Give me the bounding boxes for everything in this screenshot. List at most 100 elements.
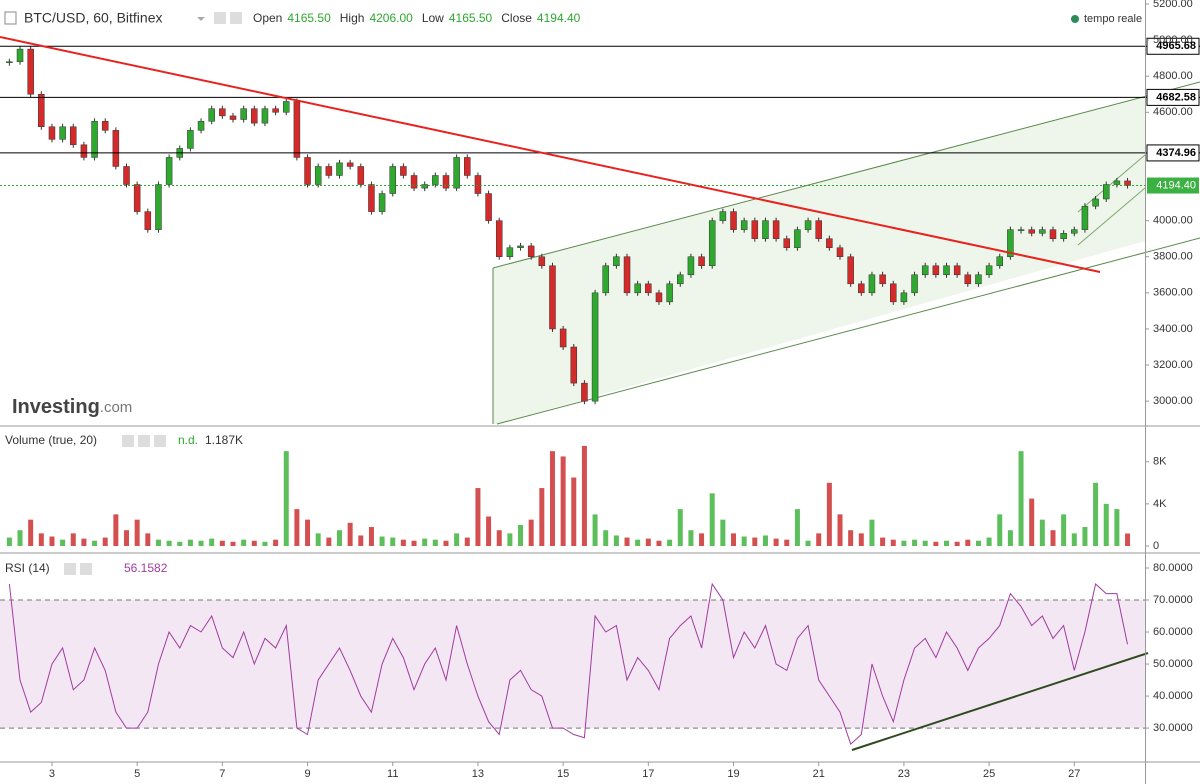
icon[interactable]	[64, 563, 76, 575]
volume-bar	[400, 539, 406, 546]
volume-bar	[230, 541, 236, 546]
y-tick-label: 5200.00	[1153, 0, 1193, 10]
volume-bar	[848, 530, 854, 546]
candle-body	[421, 184, 428, 189]
volume-bar	[6, 537, 12, 546]
volume-bar	[709, 493, 715, 546]
field-label: Close	[501, 11, 532, 25]
volume-bar	[954, 541, 960, 546]
candle-body	[730, 211, 737, 230]
rsi-pane	[0, 582, 1145, 745]
volume-title: Volume (true, 20)	[5, 433, 97, 447]
candle-body	[442, 175, 450, 189]
candle-body	[48, 126, 56, 140]
candle-body	[1102, 184, 1110, 200]
level-label: 4965.68	[1156, 40, 1196, 52]
y-tick-label: 4600.00	[1153, 106, 1193, 118]
candle-body	[70, 126, 77, 146]
candle-body	[815, 220, 822, 239]
volume-bar	[603, 530, 609, 546]
volume-bar	[358, 535, 364, 546]
candle-body	[410, 175, 418, 189]
candle-body	[123, 166, 130, 185]
y-tick-label: 8K	[1153, 456, 1167, 468]
candle-body	[1060, 233, 1067, 239]
volume-bar	[581, 445, 587, 546]
candle-body	[1124, 180, 1131, 186]
y-tick-label: 0	[1153, 540, 1159, 552]
candle-body	[336, 162, 343, 176]
candle-body	[1007, 229, 1014, 257]
volume-bar	[145, 533, 151, 546]
status: tempo reale	[1084, 13, 1142, 25]
icon[interactable]	[122, 435, 134, 447]
collapse-icon[interactable]	[4, 11, 17, 25]
icon[interactable]	[154, 435, 166, 447]
volume-bar	[326, 537, 332, 546]
price-pane	[0, 45, 1200, 405]
candle-body	[1039, 229, 1046, 234]
volume-bar	[997, 514, 1003, 546]
dropdown[interactable]	[197, 17, 205, 21]
volume-bar	[688, 530, 694, 546]
volume-last: 1.187K	[205, 433, 243, 447]
volume-bar	[1007, 530, 1013, 546]
field-label: Open	[253, 11, 282, 25]
icon[interactable]	[230, 12, 242, 24]
candle-body	[655, 292, 663, 303]
volume-status: n.d.	[178, 433, 198, 447]
x-tick-label: 11	[387, 768, 398, 780]
candle-body	[1017, 229, 1025, 231]
volume-bar	[1082, 527, 1088, 546]
y-tick-label: 80.0000	[1153, 562, 1193, 574]
candle-body	[1081, 205, 1089, 230]
candle-body	[208, 108, 215, 122]
candle-body	[357, 166, 365, 185]
candle-body	[740, 220, 748, 230]
icon[interactable]	[138, 435, 150, 447]
volume-bar	[432, 539, 438, 546]
volume-bar	[943, 540, 949, 546]
volume-bar	[720, 519, 726, 546]
candle-body	[368, 184, 375, 212]
y-tick-label: 40.0000	[1153, 690, 1193, 702]
candle-body	[985, 265, 993, 276]
candle-body	[1049, 229, 1057, 239]
candle-body	[708, 220, 716, 267]
volume-bar	[475, 488, 481, 546]
volume-bar	[826, 482, 832, 546]
candle-body	[847, 256, 854, 285]
volume-bar	[411, 540, 417, 546]
y-tick-label: 3400.00	[1153, 323, 1193, 335]
candle-body	[165, 157, 173, 185]
volume-bar	[507, 533, 513, 546]
candle-body	[91, 121, 98, 158]
y-tick-label: 3600.00	[1153, 287, 1193, 299]
volume-bar	[880, 537, 886, 546]
volume-bar	[187, 539, 193, 546]
volume-bar	[241, 539, 247, 546]
volume-bar	[794, 509, 800, 546]
volume-bar	[752, 537, 758, 546]
icon[interactable]	[214, 12, 226, 24]
ohlc-fields: Open 4165.50 High 4206.00 Low 4165.50 Close 419…	[253, 11, 581, 25]
field-label: High	[340, 11, 365, 25]
volume-bar	[464, 537, 470, 546]
candle-body	[261, 108, 269, 124]
volume-bar	[975, 540, 981, 546]
candle-body	[762, 220, 769, 239]
volume-bar	[28, 519, 34, 546]
volume-bar	[656, 540, 662, 546]
candle-body	[38, 93, 45, 127]
trend-line	[0, 36, 1101, 273]
candle-body	[187, 130, 194, 149]
candle-body	[666, 283, 673, 303]
x-tick-label: 3	[49, 768, 55, 780]
y-tick-label: 70.0000	[1153, 594, 1193, 606]
y-tick-label: 3800.00	[1153, 251, 1193, 263]
candle-body	[613, 256, 620, 267]
y-tick-label: 60.0000	[1153, 626, 1193, 638]
candle-body	[932, 265, 940, 276]
icon[interactable]	[80, 563, 92, 575]
volume-bar	[283, 451, 289, 546]
